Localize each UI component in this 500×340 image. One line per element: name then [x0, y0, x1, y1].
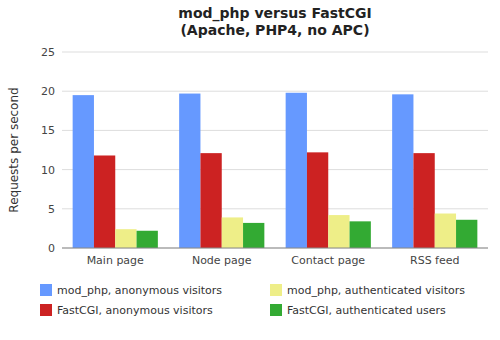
- grid-line: [62, 248, 488, 249]
- bar: [328, 215, 349, 248]
- bar: [435, 214, 456, 248]
- bar: [73, 95, 94, 248]
- bar: [243, 223, 264, 248]
- bar: [179, 94, 200, 248]
- bar: [94, 155, 115, 248]
- grid-line: [62, 130, 488, 131]
- bar: [350, 221, 371, 248]
- y-tick-label: 25: [41, 46, 55, 59]
- title-line: mod_php versus FastCGI: [178, 5, 371, 22]
- bar: [222, 217, 243, 248]
- legend-swatch: [40, 284, 52, 296]
- bar: [137, 231, 158, 248]
- legend-label: mod_php, authenticated visitors: [287, 284, 465, 297]
- x-tick-label: Main page: [87, 254, 144, 267]
- y-tick-label: 15: [41, 124, 55, 137]
- y-tick-label: 20: [41, 85, 55, 98]
- grid-line: [62, 91, 488, 92]
- bar: [392, 94, 413, 248]
- chart: mod_php versus FastCGI(Apache, PHP4, no …: [0, 0, 500, 340]
- bars: [73, 93, 478, 248]
- legend-label: mod_php, anonymous visitors: [57, 284, 222, 297]
- legend-label: FastCGI, anonymous visitors: [57, 304, 213, 317]
- x-tick-label: RSS feed: [410, 254, 460, 267]
- legend-swatch: [270, 284, 282, 296]
- x-tick-label: Node page: [192, 254, 252, 267]
- bar: [413, 153, 434, 248]
- bar: [115, 229, 136, 248]
- y-tick-label: 5: [48, 203, 55, 216]
- legend-label: FastCGI, authenticated users: [287, 304, 446, 317]
- grid-line: [62, 52, 488, 53]
- bar: [456, 220, 477, 248]
- title: mod_php versus FastCGI(Apache, PHP4, no …: [178, 5, 371, 38]
- bar: [286, 93, 307, 248]
- bar: [200, 153, 221, 248]
- legend-swatch: [40, 304, 52, 316]
- x-axis-line: [62, 248, 488, 249]
- bar: [307, 152, 328, 248]
- y-tick-label: 10: [41, 164, 55, 177]
- title-line: (Apache, PHP4, no APC): [180, 22, 369, 38]
- y-axis-label: Requests per second: [7, 87, 21, 212]
- y-tick-label: 0: [48, 242, 55, 255]
- x-tick-label: Contact page: [291, 254, 365, 267]
- legend-swatch: [270, 304, 282, 316]
- page: {"chart_data": {"type": "bar", "title": …: [0, 0, 500, 340]
